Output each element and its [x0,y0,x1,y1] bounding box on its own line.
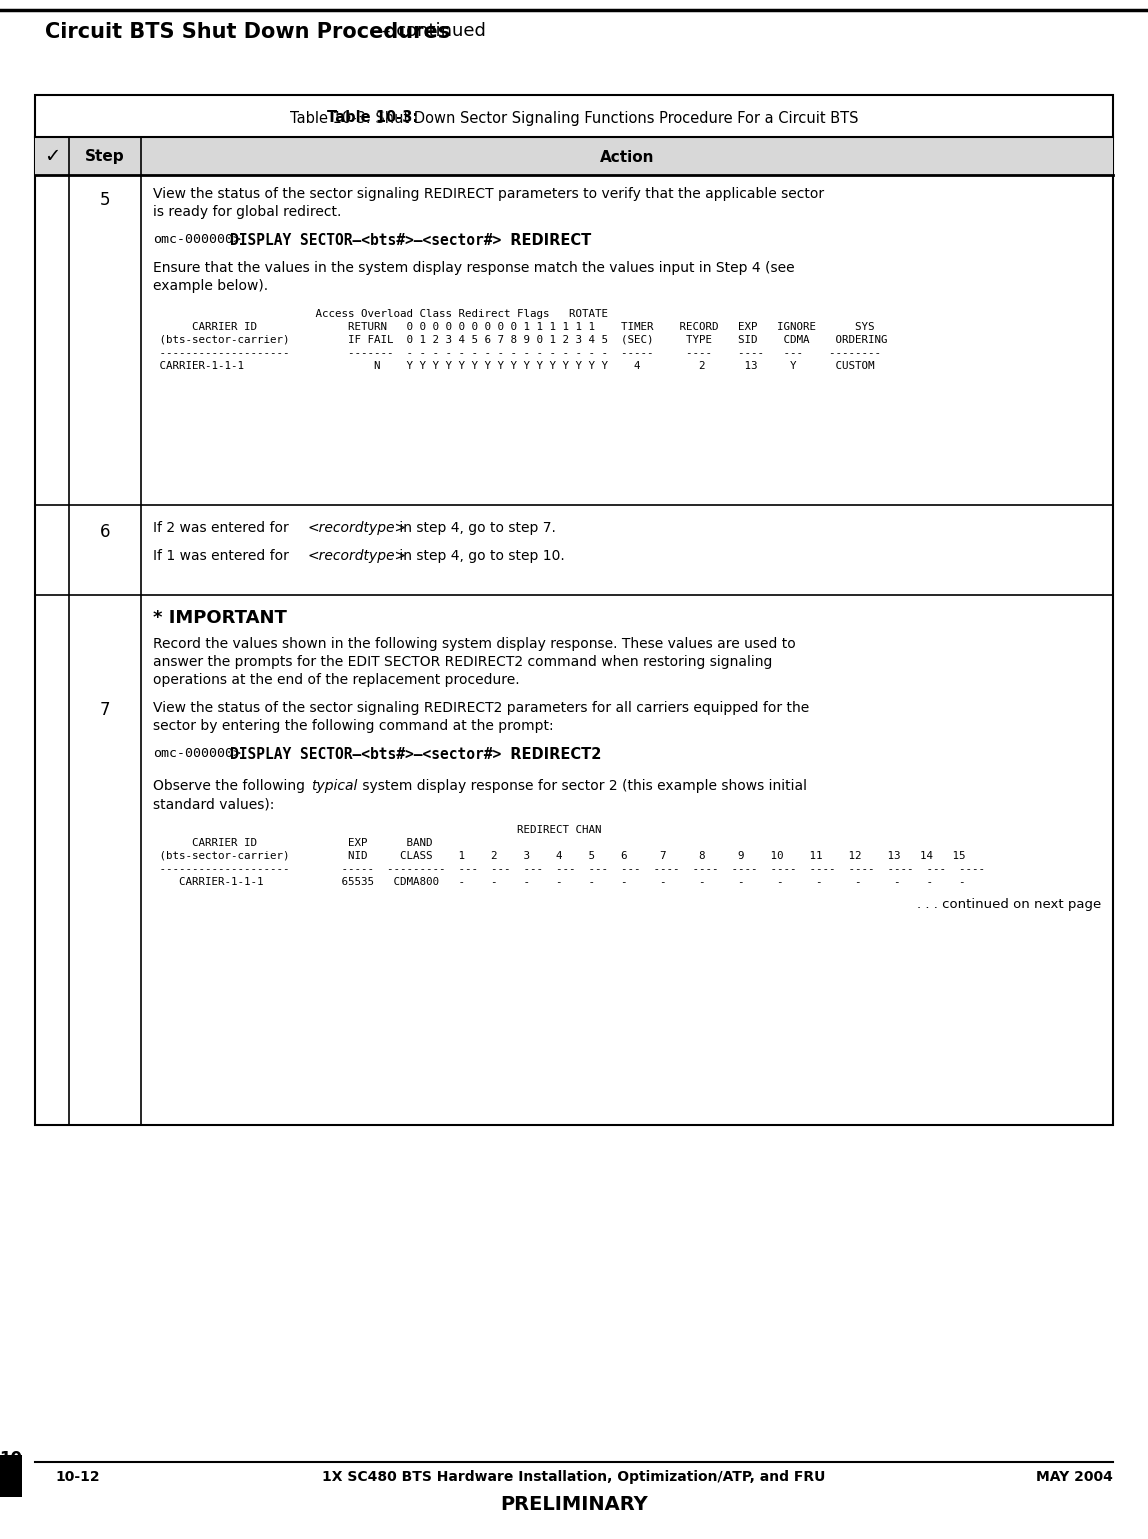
Text: Access Overload Class Redirect Flags   ROTATE: Access Overload Class Redirect Flags ROT… [153,309,608,319]
Text: REDIRECT CHAN: REDIRECT CHAN [153,825,602,836]
Text: MAY 2004: MAY 2004 [1037,1470,1114,1484]
Text: omc-000000>: omc-000000> [153,746,241,760]
Text: --------------------         -------  - - - - - - - - - - - - - - - -  -----    : -------------------- ------- - - - - - -… [153,348,881,359]
Text: (bts-sector-carrier)         IF FAIL  0 1 2 3 4 5 6 7 8 9 0 1 2 3 4 5  (SEC)    : (bts-sector-carrier) IF FAIL 0 1 2 3 4 5… [153,336,887,345]
Text: answer the prompts for the EDIT SECTOR REDIRECT2 command when restoring signalin: answer the prompts for the EDIT SECTOR R… [153,656,773,669]
Text: Step: Step [85,149,125,165]
Text: system display response for sector 2 (this example shows initial: system display response for sector 2 (th… [358,779,807,793]
Text: CARRIER ID              EXP      BAND: CARRIER ID EXP BAND [153,839,433,848]
Bar [34,137,1114,175]
Text: Table 10-3:: Table 10-3: [327,111,418,126]
Text: 6: 6 [100,523,110,542]
Text: If 1 was entered for: If 1 was entered for [153,549,293,563]
Text: --------------------        -----  ---------  ---  ---  ---  ---  ---  ---  ----: -------------------- ----- --------- ---… [153,863,985,874]
Bar [34,95,1114,1125]
Text: operations at the end of the replacement procedure.: operations at the end of the replacement… [153,673,520,686]
Text: DISPLAY SECTOR–<bts#>–<sector#>: DISPLAY SECTOR–<bts#>–<sector#> [230,232,502,248]
Text: 10-12: 10-12 [55,1470,100,1484]
Text: is ready for global redirect.: is ready for global redirect. [153,205,341,219]
Text: Action: Action [599,149,654,165]
Text: REDIRECT: REDIRECT [501,232,591,248]
Text: View the status of the sector signaling REDIRECT parameters to verify that the a: View the status of the sector signaling … [153,188,824,202]
Text: example below).: example below). [153,279,269,292]
Text: . . . continued on next page: . . . continued on next page [917,897,1101,911]
Text: Record the values shown in the following system display response. These values a: Record the values shown in the following… [153,637,796,651]
Text: (bts-sector-carrier)         NID     CLASS    1    2    3    4    5    6     7  : (bts-sector-carrier) NID CLASS 1 2 3 4 5… [153,851,965,860]
Text: <recordtype>: <recordtype> [308,549,408,563]
Text: REDIRECT2: REDIRECT2 [501,746,602,762]
Text: PRELIMINARY: PRELIMINARY [501,1494,647,1514]
Text: CARRIER ID              RETURN   0 0 0 0 0 0 0 0 0 1 1 1 1 1 1    TIMER    RECOR: CARRIER ID RETURN 0 0 0 0 0 0 0 0 0 1 1 … [153,322,875,332]
Text: Ensure that the values in the system display response match the values input in : Ensure that the values in the system dis… [153,262,794,275]
Text: in step 4, go to step 10.: in step 4, go to step 10. [395,549,565,563]
Text: – continued: – continued [370,22,486,40]
Text: Table 10-3: Shut Down Sector Signaling Functions Procedure For a Circuit BTS: Table 10-3: Shut Down Sector Signaling F… [289,111,859,126]
Text: Table 10-3:: Table 10-3: [327,111,418,126]
Text: CARRIER-1-1-1            65535   CDMA800   -    -    -    -    -    -     -     : CARRIER-1-1-1 65535 CDMA800 - - - - - - … [153,877,965,886]
Text: 10: 10 [0,1450,23,1468]
Text: <recordtype>: <recordtype> [308,522,408,536]
Text: omc-000000>: omc-000000> [153,232,241,246]
Text: sector by entering the following command at the prompt:: sector by entering the following command… [153,719,553,733]
Text: View the status of the sector signaling REDIRECT2 parameters for all carriers eq: View the status of the sector signaling … [153,700,809,716]
Text: DISPLAY SECTOR–<bts#>–<sector#>: DISPLAY SECTOR–<bts#>–<sector#> [230,746,502,762]
Text: 1X SC480 BTS Hardware Installation, Optimization/ATP, and FRU: 1X SC480 BTS Hardware Installation, Opti… [323,1470,825,1484]
Text: * IMPORTANT: * IMPORTANT [153,609,287,626]
Text: If 2 was entered for: If 2 was entered for [153,522,293,536]
Text: typical: typical [311,779,357,793]
Text: standard values):: standard values): [153,797,274,811]
Text: Observe the following: Observe the following [153,779,309,793]
Text: in step 4, go to step 7.: in step 4, go to step 7. [395,522,556,536]
Text: Circuit BTS Shut Down Procedures: Circuit BTS Shut Down Procedures [45,22,450,42]
Bar [0,1454,22,1497]
Text: ✓: ✓ [44,148,60,166]
Text: 5: 5 [100,191,110,209]
Text: CARRIER-1-1-1                    N    Y Y Y Y Y Y Y Y Y Y Y Y Y Y Y Y    4      : CARRIER-1-1-1 N Y Y Y Y Y Y Y Y Y Y Y Y … [153,362,875,371]
Text: 7: 7 [100,700,110,719]
